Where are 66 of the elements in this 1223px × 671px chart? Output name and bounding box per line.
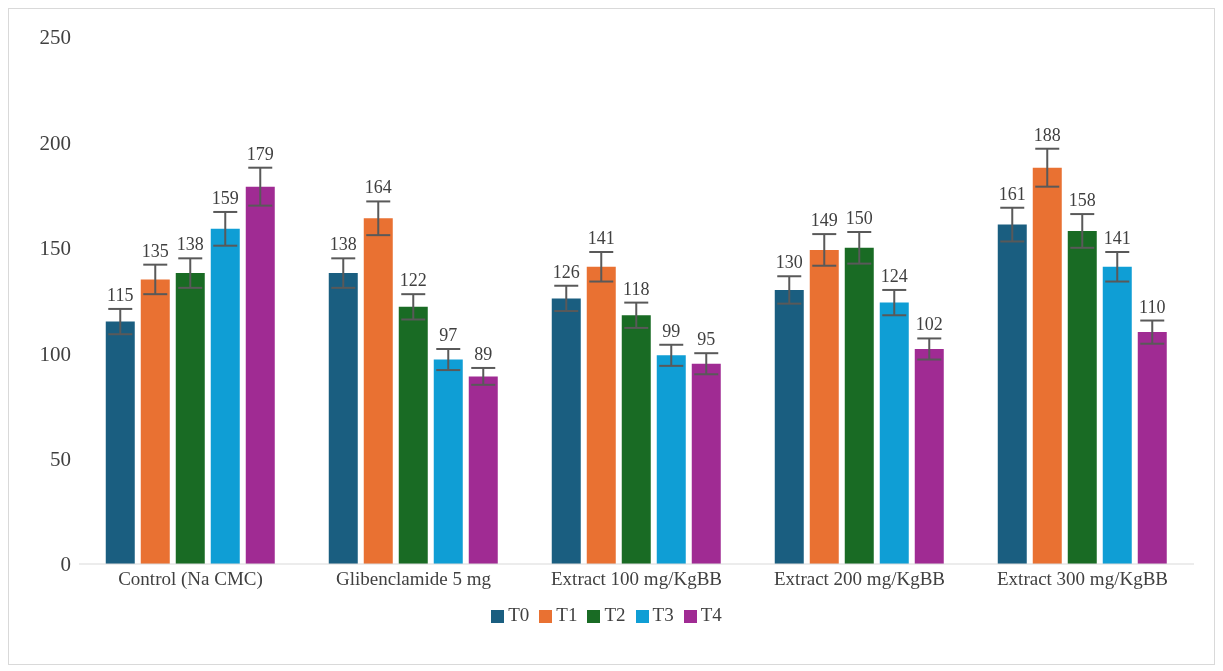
bar [140, 279, 170, 564]
data-label: 188 [1033, 124, 1061, 145]
bar [1102, 266, 1132, 564]
legend-label: T2 [604, 604, 626, 625]
data-label: 118 [623, 278, 650, 299]
bar [691, 363, 721, 564]
x-tick-label: Control (Na CMC) [118, 568, 263, 591]
data-label: 99 [662, 320, 681, 341]
data-label: 150 [845, 207, 873, 228]
bar [914, 348, 944, 564]
data-label: 110 [1139, 296, 1166, 317]
y-tick-label: 250 [39, 25, 71, 50]
bar [774, 289, 804, 564]
data-label: 135 [141, 240, 169, 261]
bar [1032, 167, 1062, 564]
data-label: 159 [211, 187, 239, 208]
legend-label: T1 [556, 604, 578, 625]
bar [656, 355, 686, 564]
data-label: 138 [176, 234, 204, 255]
bar [398, 306, 428, 564]
bar [1067, 230, 1097, 564]
bar [809, 249, 839, 564]
data-label: 161 [998, 183, 1026, 204]
data-label: 141 [587, 228, 615, 249]
data-label: 122 [399, 270, 427, 291]
bar [468, 376, 498, 564]
bar [879, 302, 909, 564]
data-label: 130 [775, 252, 803, 273]
legend-label: T0 [508, 604, 530, 625]
data-label: 124 [880, 265, 908, 286]
bar [210, 228, 240, 564]
bar [175, 273, 205, 564]
bar [433, 359, 463, 564]
data-label: 158 [1068, 190, 1096, 211]
data-label: 102 [915, 314, 943, 335]
bar [551, 298, 581, 564]
y-tick-label: 0 [60, 552, 71, 577]
data-label: 179 [246, 143, 274, 164]
y-tick-label: 50 [50, 447, 71, 472]
data-label: 164 [364, 177, 392, 198]
bar [1137, 332, 1167, 564]
x-tick-label: Extract 300 mg/KgBB [997, 568, 1168, 590]
data-label: 149 [810, 210, 838, 231]
data-label: 126 [552, 261, 580, 282]
legend-label: T4 [700, 604, 722, 625]
data-label: 115 [107, 284, 134, 305]
data-label: 141 [1103, 228, 1131, 249]
x-tick-label: Glibenclamide 5 mg [335, 568, 492, 590]
y-tick-label: 100 [39, 341, 71, 366]
bar [105, 321, 135, 564]
bar [586, 266, 616, 564]
y-tick-label: 200 [39, 130, 71, 155]
data-label: 97 [439, 324, 458, 345]
x-tick-label: Extract 200 mg/KgBB [774, 568, 945, 590]
y-tick-label: 150 [39, 236, 71, 261]
data-label: 138 [329, 234, 357, 255]
bar [621, 315, 651, 564]
legend-label: T3 [652, 604, 674, 625]
x-tick-label: Extract 100 mg/KgBB [551, 568, 722, 590]
bar [997, 224, 1027, 564]
data-label: 95 [697, 329, 716, 350]
bar [363, 218, 393, 564]
bar [245, 186, 275, 564]
bar [328, 273, 358, 564]
bar [844, 247, 874, 564]
data-label: 89 [474, 343, 493, 364]
